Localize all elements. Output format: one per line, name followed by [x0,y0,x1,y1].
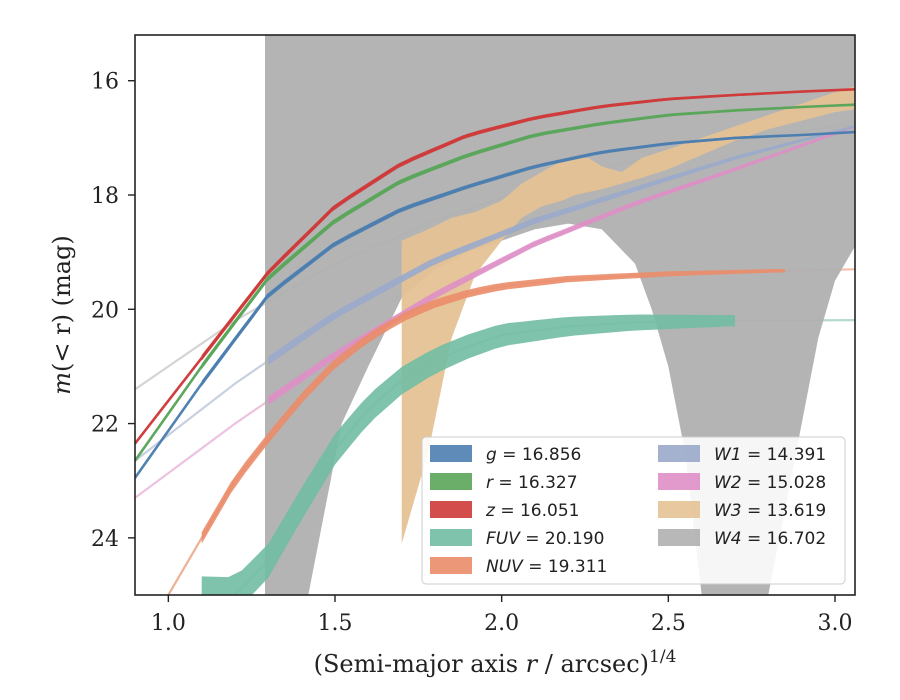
legend-series-name: g [486,445,497,465]
legend-series-name: r [486,473,494,493]
legend-swatch-w2 [658,473,700,490]
legend-series-value: = 19.311 [523,557,608,577]
x-axis-title-suffix: / arcsec) [537,650,649,678]
y-axis-title-unit: (mag) [48,235,76,314]
legend-swatch-nuv [430,557,472,574]
legend-series-name: W2 [714,473,742,493]
legend-series-name: W4 [714,529,742,549]
legend-series-name: NUV [486,557,524,577]
x-tick-label: 2.5 [651,611,686,636]
axis-ticks: 1.0 1.5 2.0 2.5 3.0 16 18 20 22 24 [91,70,853,636]
legend-series-value: = 14.391 [742,445,827,465]
x-tick-label: 2.0 [484,611,519,636]
legend-entry-w1: W1 = 14.391 [714,445,826,465]
legend-series-value: = 16.856 [497,445,582,465]
y-tick-label: 18 [91,184,119,209]
legend-entry-w2: W2 = 15.028 [714,473,826,493]
legend-entry-g: g = 16.856 [486,445,581,465]
legend-series-name: W3 [714,501,742,521]
plot-frame [134,34,856,596]
legend-entry-w4: W4 = 16.702 [714,529,826,549]
legend-series-value: = 13.619 [742,501,827,521]
y-tick-label: 20 [91,298,119,323]
legend-swatch-g [430,445,472,462]
x-axis-title-exponent: 1/4 [649,647,676,667]
legend-series-value: = 16.702 [742,529,827,549]
x-tick-label: 3.0 [818,611,853,636]
series-w3-band [401,86,855,544]
x-tick-label: 1.0 [151,611,186,636]
series-r-curve [135,103,855,462]
x-axis-title: (Semi-major axis r / arcsec)1/4 [314,647,677,678]
x-axis-title-var: r [526,650,539,678]
y-axis-title-inner: (< r) [48,314,76,372]
legend-swatch-z [430,501,472,518]
y-tick-label: 16 [91,70,119,95]
legend-box [421,436,846,585]
legend-series-name: W1 [714,445,742,465]
legend-series-value: = 16.051 [495,501,580,521]
y-axis-title-var: m [48,372,76,395]
legend-swatch-w4 [658,529,700,546]
legend-series-value: = 16.327 [493,473,578,493]
series-z-curve [135,88,855,445]
legend-series-value: = 20.190 [520,529,605,549]
x-tick-label: 1.5 [318,611,353,636]
legend-entry-r: r = 16.327 [486,473,578,493]
legend-swatch-w1 [658,445,700,462]
x-axis-title-prefix: (Semi-major axis [314,650,526,678]
legend-series-name: FUV [486,529,521,549]
legend-series-value: = 15.028 [742,473,827,493]
legend-swatch-w3 [658,501,700,518]
series-fuv-band [201,314,735,595]
legend-series-name: z [485,501,496,521]
series-g-curve [135,130,855,479]
y-tick-label: 22 [91,413,119,438]
legend-entry-w3: W3 = 13.619 [714,501,826,521]
legend-entry-z: z = 16.051 [485,501,579,521]
legend-entry-nuv: NUV = 19.311 [486,557,607,577]
legend-entry-fuv: FUV = 20.190 [486,529,604,549]
legend-swatch-fuv [430,529,472,546]
legend-swatch-r [430,473,472,490]
y-axis-title: m(< r) (mag) [48,235,76,395]
y-tick-label: 24 [91,527,119,552]
